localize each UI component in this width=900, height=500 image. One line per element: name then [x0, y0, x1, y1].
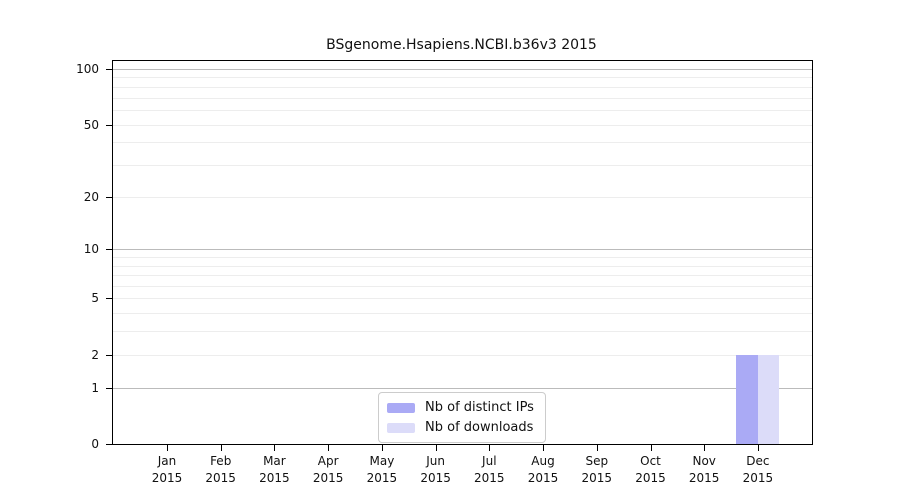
gridline-80 — [113, 86, 812, 88]
x-tick-month-jul: Jul — [482, 454, 497, 468]
gridline-1 — [113, 387, 812, 389]
x-tick-dec — [757, 445, 759, 451]
x-tick-label-jan: Jan 2015 — [135, 453, 199, 487]
x-tick-label-sep: Sep 2015 — [565, 453, 629, 487]
x-tick-month-oct: Oct — [640, 454, 661, 468]
bar-nb-of-downloads-dec — [757, 354, 780, 444]
x-tick-month-jan: Jan — [157, 454, 177, 468]
gridline-10 — [113, 249, 812, 251]
y-tick-label-50: 50 — [83, 117, 99, 132]
y-tick-50 — [106, 124, 112, 126]
x-tick-month-mar: Mar — [263, 454, 286, 468]
x-tick-month-aug: Aug — [531, 454, 555, 468]
x-tick-aug — [543, 445, 544, 451]
x-tick-sep — [596, 445, 598, 451]
legend-label-nb-of-downloads: Nb of downloads — [425, 420, 534, 435]
x-tick-mar — [274, 445, 276, 451]
gridline-90 — [113, 77, 812, 79]
x-tick-year-feb: 2015 — [205, 471, 236, 485]
y-tick-20 — [106, 196, 112, 198]
x-tick-label-oct: Oct 2015 — [619, 453, 683, 487]
gridline-9 — [113, 256, 812, 258]
x-tick-year-sep: 2015 — [581, 471, 613, 485]
x-tick-year-oct: 2015 — [635, 471, 666, 485]
x-tick-feb — [220, 445, 222, 451]
y-tick-label-10: 10 — [83, 242, 99, 257]
y-tick-0 — [106, 444, 112, 445]
legend-item-nb-of-distinct-ips: Nb of distinct IPs — [387, 400, 534, 415]
x-tick-label-feb: Feb 2015 — [189, 453, 253, 487]
gridline-100 — [113, 69, 812, 70]
y-tick-100 — [106, 69, 112, 70]
x-tick-month-dec: Dec — [746, 454, 770, 468]
y-tick-label-100: 100 — [76, 62, 99, 76]
gridline-3 — [113, 331, 812, 333]
legend-swatch-nb-of-distinct-ips — [387, 402, 415, 413]
y-tick-10 — [106, 249, 112, 251]
x-tick-label-nov: Nov 2015 — [672, 453, 736, 487]
x-tick-label-jun: Jun 2015 — [404, 453, 468, 487]
x-tick-label-may: May 2015 — [350, 453, 414, 487]
x-tick-label-jul: Jul 2015 — [457, 453, 521, 487]
x-tick-year-apr: 2015 — [312, 471, 344, 485]
y-tick-2 — [106, 354, 112, 356]
x-tick-may — [381, 445, 383, 451]
x-tick-month-nov: Nov — [692, 454, 716, 468]
legend-label-nb-of-distinct-ips: Nb of distinct IPs — [425, 400, 534, 415]
gridline-50 — [113, 124, 812, 126]
x-tick-year-dec: 2015 — [742, 471, 774, 485]
x-tick-year-jan: 2015 — [151, 471, 183, 485]
y-tick-1 — [106, 387, 112, 389]
gridline-30 — [113, 165, 812, 166]
gridline-6 — [113, 285, 812, 287]
y-tick-label-1: 1 — [91, 380, 99, 395]
chart-title: BSgenome.Hsapiens.NCBI.b36v3 2015 — [326, 37, 597, 53]
x-tick-year-may: 2015 — [366, 471, 398, 485]
x-tick-month-apr: Apr — [317, 454, 339, 468]
legend-item-nb-of-downloads: Nb of downloads — [387, 420, 534, 435]
x-tick-jun — [435, 445, 437, 451]
x-tick-oct — [650, 445, 652, 451]
x-tick-month-feb: Feb — [210, 454, 232, 468]
x-tick-year-jul: 2015 — [474, 471, 505, 485]
gridline-60 — [113, 110, 812, 111]
x-tick-label-mar: Mar 2015 — [242, 453, 306, 487]
gridline-20 — [113, 196, 812, 198]
y-tick-label-0: 0 — [91, 437, 99, 451]
gridline-40 — [113, 142, 812, 144]
x-tick-month-sep: Sep — [585, 454, 609, 468]
x-tick-year-mar: 2015 — [259, 471, 290, 485]
x-tick-label-dec: Dec 2015 — [726, 453, 790, 487]
gridline-8 — [113, 265, 812, 267]
x-tick-jan — [167, 445, 168, 451]
gridline-2 — [113, 354, 812, 356]
gridline-5 — [113, 298, 812, 300]
x-tick-nov — [704, 445, 706, 451]
y-tick-label-2: 2 — [91, 347, 99, 362]
bar-nb-of-distinct-ips-dec — [736, 354, 758, 444]
y-tick-label-20: 20 — [83, 189, 99, 204]
x-tick-month-may: May — [369, 454, 395, 468]
x-tick-label-apr: Apr 2015 — [296, 453, 360, 487]
x-tick-jul — [489, 445, 491, 451]
y-tick-label-5: 5 — [91, 291, 99, 306]
plot-area: 0 1 2 5 10 20 50 100 Jan 2015 Feb 2015 Mar 2015 Apr 201… — [76, 60, 813, 485]
gridline-4 — [113, 313, 812, 315]
x-tick-year-nov: 2015 — [688, 471, 720, 485]
legend-swatch-nb-of-downloads — [387, 422, 415, 433]
x-tick-month-jun: Jun — [426, 454, 445, 468]
gridline-70 — [113, 97, 812, 99]
x-tick-apr — [328, 445, 330, 451]
y-tick-5 — [106, 298, 112, 300]
x-tick-year-aug: 2015 — [527, 471, 559, 485]
x-tick-year-jun: 2015 — [420, 471, 451, 485]
x-tick-label-aug: Aug 2015 — [511, 453, 575, 487]
gridline-7 — [113, 275, 812, 276]
legend: Nb of distinct IPs Nb of downloads — [378, 392, 546, 443]
